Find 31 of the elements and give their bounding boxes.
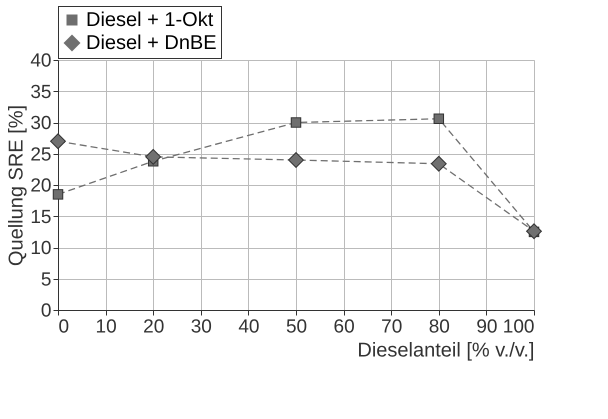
point [145, 148, 162, 165]
x-tick-label: 70 [381, 316, 402, 338]
x-tick-label: 0 [58, 316, 70, 338]
y-tick-label: 40 [30, 50, 52, 72]
x-axis-title: Dieselanteil [% v./v.] [357, 340, 534, 362]
y-tick-label: 30 [30, 113, 52, 134]
x-tick-label: 10 [96, 316, 117, 338]
x-tick-label: 30 [190, 316, 212, 338]
y-tick-label: 35 [30, 82, 52, 103]
y-tick-label: 10 [30, 238, 52, 259]
point [430, 156, 447, 172]
x-tick-label: 90 [476, 316, 498, 338]
x-tick-label: 50 [286, 316, 308, 338]
point [288, 152, 304, 168]
legend-label: Diesel + 1-Okt [86, 9, 214, 31]
y-tick-label: 0 [40, 300, 52, 322]
y-tick-label: 5 [40, 269, 52, 290]
point [434, 114, 444, 124]
y-axis-title: Quellung SRE [%] [5, 104, 28, 266]
y-tick-label: 15 [30, 206, 52, 228]
x-tick-label: 40 [238, 316, 260, 338]
y-tick-label: 25 [30, 144, 52, 166]
x-tick-label: 20 [143, 316, 164, 338]
x-tick-label: 60 [334, 316, 355, 338]
legend-label: Diesel + DnBE [86, 32, 217, 54]
y-tick-label: 20 [30, 176, 52, 196]
x-tick-label: 100 [502, 316, 534, 338]
x-tick-label: 80 [428, 316, 450, 338]
point [50, 133, 66, 150]
point [290, 117, 302, 128]
point [52, 189, 64, 200]
